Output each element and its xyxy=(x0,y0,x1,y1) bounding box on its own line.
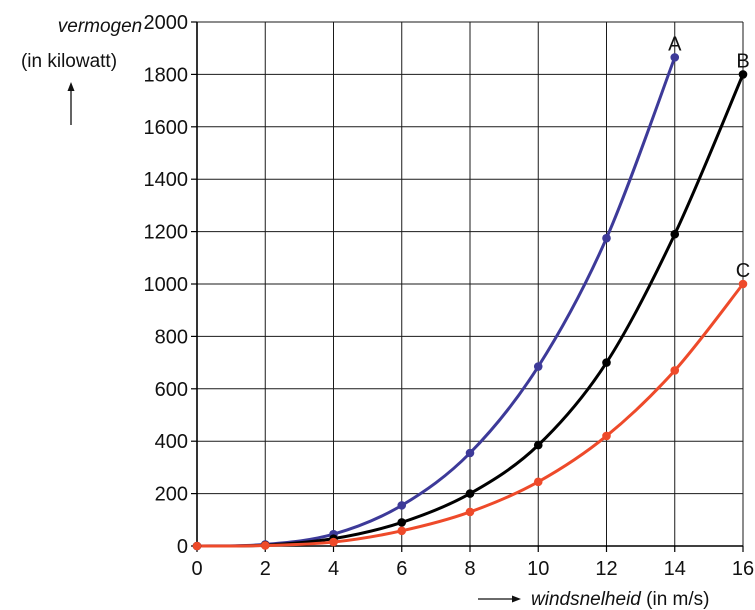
x-axis-arrow xyxy=(478,595,521,603)
y-tick-label: 1000 xyxy=(144,274,189,296)
series-label-C: C xyxy=(736,260,750,282)
y-tick-label: 1600 xyxy=(144,117,189,139)
data-point-C xyxy=(192,541,202,551)
x-axis-label-title: windsnelheid xyxy=(531,589,642,610)
x-axis-label: windsnelheid (in m/s) xyxy=(531,589,709,610)
data-point-C xyxy=(329,537,338,547)
data-point-C xyxy=(670,366,680,375)
series-labels: A B C xyxy=(668,33,750,282)
data-point-A xyxy=(533,362,543,371)
grid xyxy=(197,21,744,546)
y-tick-label: 600 xyxy=(155,379,188,401)
y-axis-label-title: vermogen xyxy=(58,16,143,37)
x-tick-label: 6 xyxy=(396,558,407,580)
y-tick-label: 1200 xyxy=(144,222,189,244)
y-tick-label: 0 xyxy=(177,536,188,558)
data-point-C xyxy=(260,541,270,550)
data-point-B xyxy=(738,70,748,79)
y-tick-label: 2000 xyxy=(144,12,189,34)
data-point-C xyxy=(533,477,543,487)
x-tick-label: 12 xyxy=(595,558,617,580)
data-point-C xyxy=(738,279,748,289)
x-tick-label: 10 xyxy=(527,558,549,580)
y-tick-label: 400 xyxy=(155,431,188,453)
data-point-A xyxy=(465,448,475,458)
x-tick-label: 8 xyxy=(464,558,475,580)
data-point-B xyxy=(533,440,543,450)
x-tick-label: 14 xyxy=(664,558,686,580)
series-line-A xyxy=(195,55,677,548)
y-tick-label: 800 xyxy=(155,326,188,348)
x-tick-label: 2 xyxy=(260,558,271,580)
data-point-C xyxy=(602,431,611,441)
series-line-C xyxy=(195,282,745,548)
data-point-B xyxy=(670,229,680,239)
y-axis-label: vermogen xyxy=(58,16,143,37)
x-axis-label-unit: (in m/s) xyxy=(646,589,709,610)
y-axis-arrow xyxy=(67,82,75,125)
y-tick-label: 1800 xyxy=(144,64,189,86)
x-tick-label: 4 xyxy=(328,558,339,580)
data-point-A xyxy=(602,233,611,243)
y-tick-label: 200 xyxy=(155,484,188,506)
data-point-B xyxy=(602,358,611,367)
series-label-A: A xyxy=(668,33,682,55)
x-tick-label: 16 xyxy=(732,558,754,580)
data-point-B xyxy=(397,518,407,527)
y-axis-label-unit: (in kilowatt) xyxy=(21,51,117,72)
y-tick-label: 1400 xyxy=(144,169,189,191)
tick-labels: 0 2 4 6 8 10 12 14 16 0 200 400 600 800 1000 1200 1400 16… xyxy=(144,12,755,580)
x-tick-label: 0 xyxy=(191,558,202,580)
data-point-A xyxy=(397,501,407,510)
data-point-A xyxy=(670,53,680,62)
data-point-C xyxy=(397,526,407,536)
series-label-B: B xyxy=(736,50,749,72)
data-point-C xyxy=(465,507,475,517)
series-points xyxy=(192,53,748,551)
data-point-B xyxy=(465,489,475,498)
